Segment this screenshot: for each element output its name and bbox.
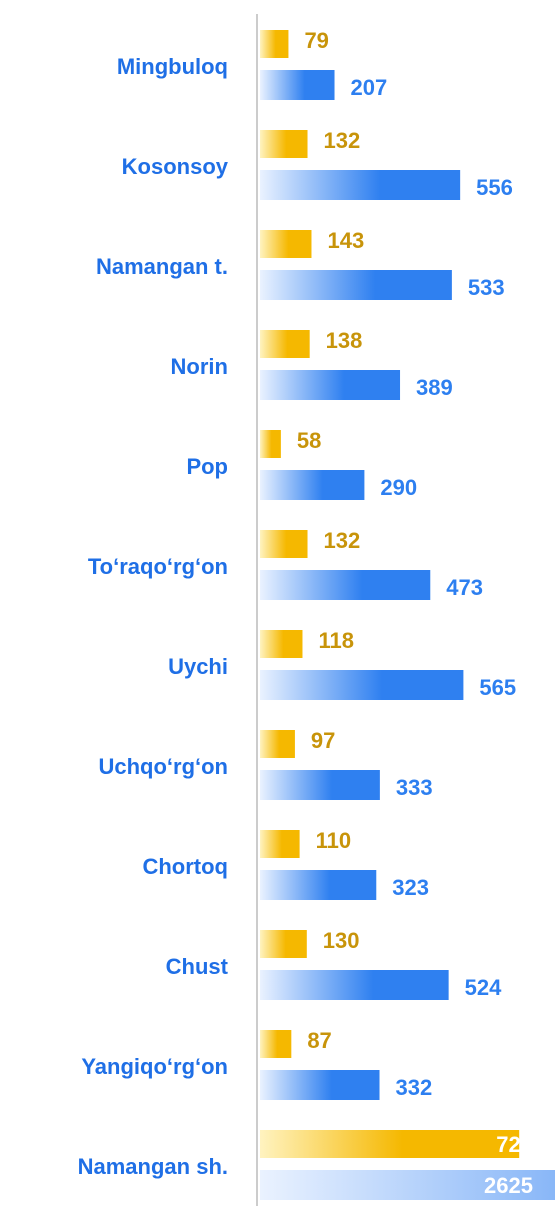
value-label: 58: [297, 428, 321, 453]
bar: [260, 230, 312, 258]
value-label: 143: [327, 228, 364, 253]
bar: [260, 530, 308, 558]
bar: [260, 1130, 520, 1158]
value-label: 565: [479, 675, 516, 700]
category-label: Uchqo‘rg‘on: [98, 754, 228, 779]
bar: [260, 370, 401, 400]
value-label: 524: [465, 975, 502, 1000]
value-label: 110: [316, 828, 352, 853]
category-label: Yangiqo‘rg‘on: [81, 1054, 228, 1079]
bar: [260, 70, 335, 100]
value-label: 556: [476, 175, 513, 200]
category-label: Norin: [171, 354, 228, 379]
value-label: 720: [496, 1132, 533, 1157]
value-label: 138: [326, 328, 363, 353]
category-label: Namangan sh.: [78, 1154, 228, 1179]
value-label: 389: [416, 375, 453, 400]
value-label: 290: [380, 475, 417, 500]
category-label: Kosonsoy: [122, 154, 229, 179]
value-label: 130: [323, 928, 360, 953]
value-label: 132: [324, 528, 361, 553]
bar: [260, 830, 300, 858]
bar: [260, 1030, 292, 1058]
value-label: 332: [396, 1075, 433, 1100]
bar: [260, 270, 452, 300]
bar: [260, 130, 308, 158]
value-label: 87: [307, 1028, 331, 1053]
value-label: 97: [311, 728, 335, 753]
value-label: 207: [351, 75, 388, 100]
category-label: Uychi: [168, 654, 228, 679]
bar: [260, 30, 289, 58]
bar: [260, 930, 307, 958]
bar: [260, 770, 380, 800]
value-label: 2625: [484, 1173, 533, 1198]
value-label: 79: [304, 28, 328, 53]
bar: [260, 870, 377, 900]
category-label: Namangan t.: [96, 254, 228, 279]
bar: [260, 330, 310, 358]
bar: [260, 1170, 555, 1200]
bar: [260, 430, 281, 458]
bar: [260, 1070, 380, 1100]
value-label: 132: [324, 128, 361, 153]
value-label: 323: [392, 875, 429, 900]
value-label: 473: [446, 575, 483, 600]
category-label: To‘raqo‘rg‘on: [88, 554, 228, 579]
bar: [260, 470, 365, 500]
bar: [260, 730, 295, 758]
bar: [260, 670, 464, 700]
bar: [260, 170, 461, 200]
value-label: 333: [396, 775, 433, 800]
category-label: Chust: [166, 954, 229, 979]
category-label: Chortoq: [142, 854, 228, 879]
bar: [260, 630, 303, 658]
value-label: 533: [468, 275, 505, 300]
value-label: 118: [318, 628, 354, 653]
bar: [260, 570, 431, 600]
category-label: Mingbuloq: [117, 54, 228, 79]
category-label: Pop: [186, 454, 228, 479]
bar: [260, 970, 449, 1000]
